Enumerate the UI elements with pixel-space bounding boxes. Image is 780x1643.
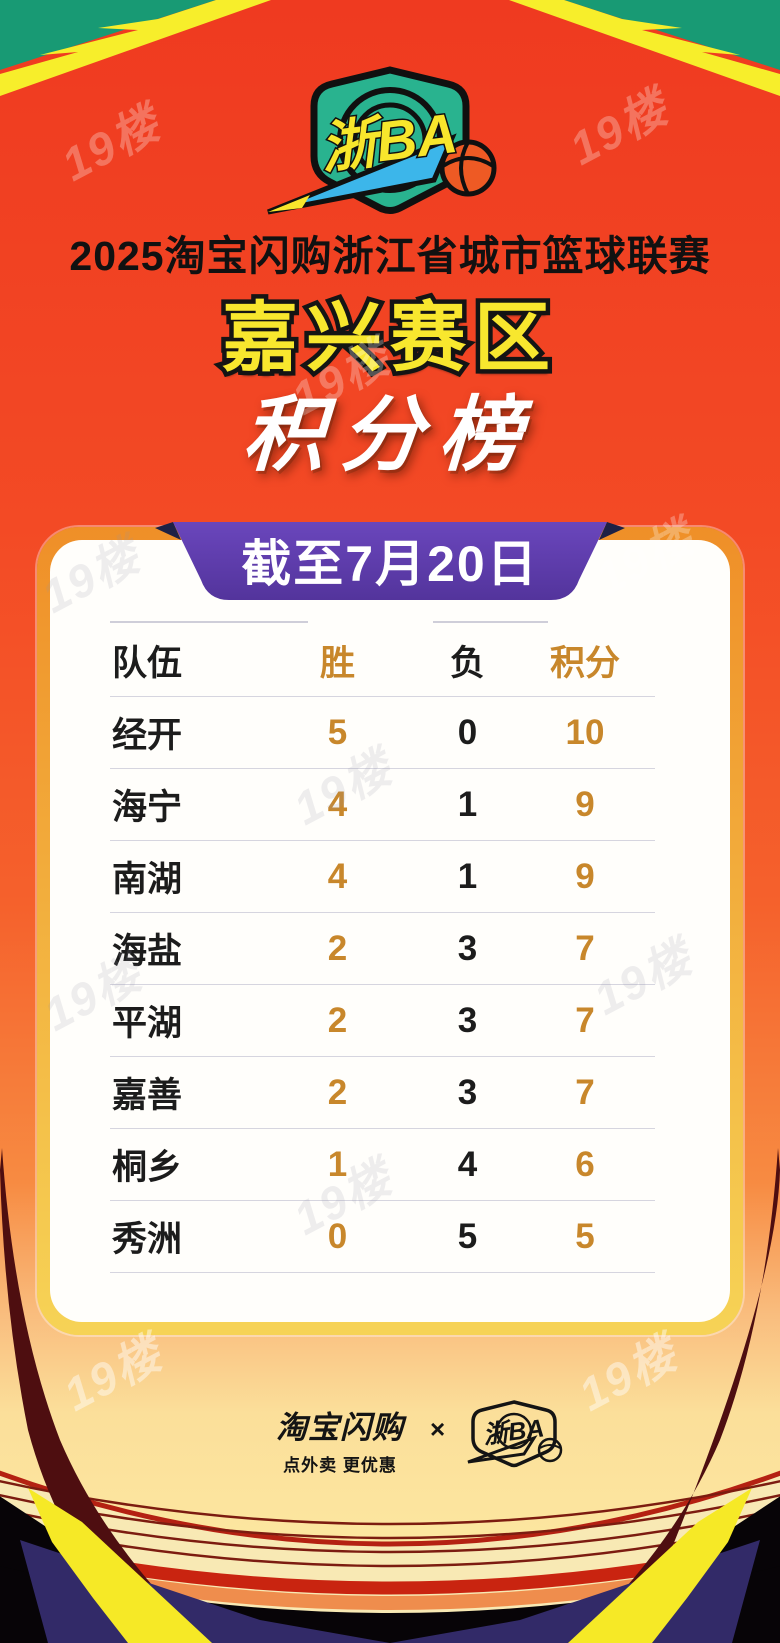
table-row: 南湖 4 1 9 [110, 841, 655, 913]
table-row: 海盐 2 3 7 [110, 913, 655, 985]
points-cell: 7 [575, 1000, 595, 1040]
losses-cell: 5 [457, 1216, 478, 1256]
losses-cell: 3 [457, 1000, 478, 1040]
table-top-rule-left [110, 621, 308, 623]
banner-date-text: 截至7月20日 [241, 536, 539, 592]
zheba-logo: 浙BA [267, 66, 497, 215]
table-row: 桐乡 1 4 6 [110, 1129, 655, 1201]
banner-notch-right [599, 522, 625, 540]
wins-cell: 2 [327, 928, 348, 968]
mini-ring [495, 1412, 533, 1450]
table-row: 经开 5 0 10 [110, 697, 655, 769]
top-corner-decoration [0, 0, 780, 96]
column-header: 积分 [549, 643, 620, 683]
wins-cell: 0 [327, 1216, 348, 1256]
team-cell: 平湖 [112, 1004, 183, 1043]
team-cell: 南湖 [112, 860, 183, 899]
mini-swoosh [467, 1435, 538, 1464]
table-header-row: 队伍 胜 负 积分 [110, 624, 655, 697]
points-cell: 7 [575, 1072, 595, 1112]
points-cell: 10 [565, 712, 605, 752]
yellow-bolt-right [568, 1488, 752, 1643]
green-corner-left [0, 0, 216, 70]
basketball-seam-h [441, 156, 495, 168]
losses-cell: 3 [457, 928, 478, 968]
column-header: 队伍 [112, 643, 183, 683]
team-cell: 经开 [112, 716, 183, 755]
table-top-rule-right [433, 621, 548, 623]
points-cell: 9 [575, 856, 595, 896]
team-cell: 桐乡 [112, 1148, 183, 1187]
losses-cell: 3 [457, 1072, 478, 1112]
zheba-mini-logo: 浙BA [467, 1400, 563, 1468]
yellow-bolt-left-sliver [96, 1595, 175, 1622]
banner-notch-left [155, 522, 181, 540]
basketball-seam-v [459, 141, 470, 195]
losses-cell: 0 [457, 712, 478, 752]
league-title: 2025淘宝闪购浙江省城市篮球联赛 [69, 233, 711, 279]
yellow-bolt-right-sliver [605, 1595, 684, 1622]
standings-table: 队伍胜负积分 经开 5 0 10 海宁 4 1 9 南湖 4 1 9 海盐 2 3 7 平湖 2 3 7 嘉善 2 3 7 桐乡 1… [110, 624, 655, 1273]
sponsor-slogan: 点外卖 更优惠 [283, 1456, 397, 1475]
mini-basketball [537, 1437, 563, 1463]
wins-cell: 5 [327, 712, 348, 752]
mini-seam [539, 1444, 561, 1449]
division-title: 嘉兴赛区 [218, 292, 558, 386]
column-header: 负 [449, 643, 485, 683]
standings-card-inner [50, 540, 730, 1322]
wins-cell: 2 [327, 1072, 348, 1112]
yellow-bolt-left [28, 1488, 212, 1643]
sponsor-block: 淘宝闪购 点外卖 更优惠 [255, 1402, 425, 1476]
losses-cell: 1 [457, 784, 478, 824]
yellow-stripe-left [0, 0, 271, 96]
table-row: 平湖 2 3 7 [110, 985, 655, 1057]
green-corner-right [564, 0, 780, 70]
footer-lockup: 淘宝闪购 点外卖 更优惠 × 浙BA [0, 1400, 780, 1475]
points-cell: 9 [575, 784, 595, 824]
column-header: 胜 [319, 643, 355, 683]
banner-ribbon [173, 522, 607, 600]
team-cell: 嘉善 [112, 1076, 183, 1115]
logo-swoosh-tip [268, 195, 310, 212]
mini-wordmark: 浙BA [482, 1414, 546, 1449]
wins-cell: 2 [327, 1000, 348, 1040]
team-cell: 秀洲 [112, 1220, 183, 1259]
standings-board-title: 积分榜 [240, 390, 539, 481]
table-row: 嘉善 2 3 7 [110, 1057, 655, 1129]
losses-cell: 1 [457, 856, 478, 896]
table-row: 海宁 4 1 9 [110, 769, 655, 841]
collab-x-separator: × [430, 1414, 446, 1444]
team-cell: 海盐 [112, 932, 183, 971]
wins-cell: 1 [327, 1144, 348, 1184]
wins-cell: 4 [327, 784, 348, 824]
mini-shield [471, 1400, 557, 1468]
sponsor-name: 淘宝闪购 [276, 1410, 404, 1445]
wins-cell: 4 [327, 856, 348, 896]
table-row: 秀洲 0 5 5 [110, 1201, 655, 1273]
team-cell: 海宁 [112, 788, 183, 827]
losses-cell: 4 [457, 1144, 478, 1184]
points-cell: 6 [575, 1144, 595, 1184]
points-cell: 5 [575, 1216, 595, 1256]
yellow-stripe-right [509, 0, 780, 96]
points-cell: 7 [575, 928, 595, 968]
date-banner [155, 522, 625, 600]
bottom-stage [0, 1148, 780, 1643]
